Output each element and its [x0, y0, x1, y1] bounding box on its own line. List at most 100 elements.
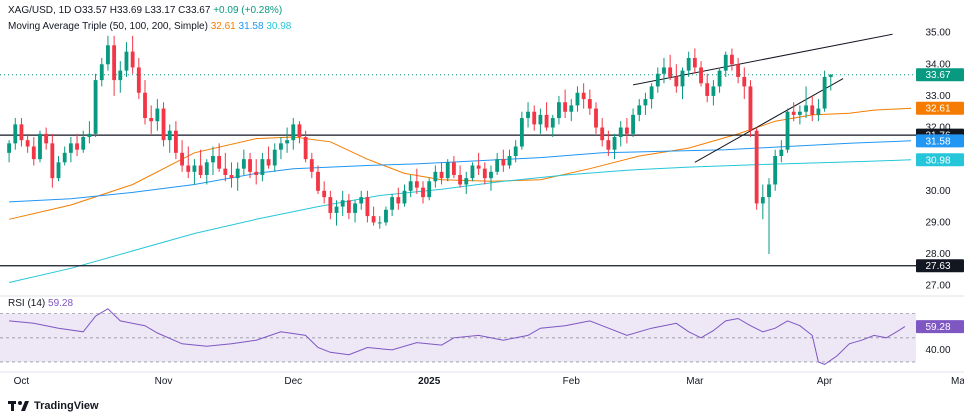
open-value: 33.57	[81, 5, 107, 16]
price-tick-label: 29.00	[925, 217, 950, 228]
candle-body	[828, 74, 833, 77]
price-axis[interactable]: 27.00 28.00 29.00 30.00 32.00 33.00 34.00 35.00…	[916, 28, 964, 356]
candle-body	[550, 118, 555, 128]
symbol-legend: XAG/USD, 1D O33.57 H33.69 L33.17 C33.67 …	[8, 5, 283, 16]
trendline-0	[632, 33, 893, 86]
candle-body	[730, 54, 734, 65]
candle-body	[773, 156, 778, 185]
candle-body	[396, 197, 401, 204]
symbol[interactable]: XAG/USD	[8, 5, 54, 16]
candle-body	[38, 133, 42, 160]
candle-body	[223, 168, 228, 175]
candle-body	[118, 70, 123, 81]
candle-body	[791, 111, 796, 115]
ma-legend[interactable]: Moving Average Triple (50, 100, 200, Sim…	[8, 21, 291, 32]
candle-body	[31, 146, 36, 160]
candle-body	[359, 197, 364, 204]
candle-body	[93, 80, 98, 134]
candle-body	[532, 111, 537, 125]
candle-body	[822, 76, 827, 109]
candle-body	[353, 203, 357, 213]
candle-body	[519, 118, 524, 147]
candle-body	[557, 102, 561, 119]
candle-body	[797, 111, 802, 115]
trendline-1	[694, 78, 844, 163]
candle-body	[439, 171, 444, 179]
price-tag	[916, 101, 964, 115]
candle-body	[742, 76, 747, 87]
candle-body	[421, 187, 425, 198]
candle-body	[211, 156, 215, 163]
candle-body	[495, 159, 500, 172]
candle-body	[779, 149, 784, 156]
candle-body	[427, 181, 432, 198]
candle-body	[804, 105, 808, 112]
candle-body	[297, 124, 302, 138]
rsi-legend[interactable]: RSI (14) 59.28	[8, 298, 73, 309]
change-value: +0.09 (+0.28%)	[213, 5, 283, 16]
candle-body	[248, 159, 252, 172]
candle-body	[445, 162, 450, 179]
candle-body	[161, 108, 166, 141]
price-tick-label: 27.00	[925, 281, 950, 292]
candle-body	[507, 156, 512, 166]
candle-body	[711, 86, 716, 96]
ma100-value: 31.58	[238, 21, 264, 32]
candle-body	[662, 67, 666, 74]
candle-body	[167, 130, 172, 141]
candle-body	[587, 99, 592, 109]
candle-body	[279, 143, 283, 150]
candle-body	[458, 174, 463, 185]
candle-body	[180, 152, 184, 166]
candle-body	[44, 133, 49, 144]
candle-body	[655, 73, 660, 87]
candle-body	[371, 216, 376, 223]
price-tag-label: 32.61	[925, 104, 950, 115]
candle-body	[309, 159, 314, 172]
candle-body	[692, 57, 697, 68]
price-tick-label: 35.00	[925, 28, 950, 39]
candle-body	[260, 159, 265, 175]
low-value: 33.17	[150, 5, 176, 16]
candle-body	[414, 181, 419, 188]
price-tag	[916, 68, 964, 82]
candle-body	[62, 152, 67, 163]
candle-body	[155, 108, 160, 122]
time-axis[interactable]: Oct Nov Dec 2025 Feb Mar Apr May	[14, 376, 964, 387]
rsi-title: RSI (14)	[8, 298, 46, 309]
candle-body	[136, 67, 141, 93]
candle-body	[816, 108, 821, 115]
candle-body	[643, 99, 648, 106]
candle-body	[563, 102, 568, 112]
candle-body	[204, 162, 209, 175]
time-tick-label: Dec	[284, 376, 302, 387]
price-tick-label: 28.00	[925, 249, 950, 260]
candle-body	[606, 140, 611, 150]
candle-body	[112, 45, 117, 81]
candle-body	[489, 171, 493, 179]
brand-name: TradingView	[34, 400, 99, 412]
candle-body	[470, 165, 475, 179]
candle-body	[50, 143, 55, 179]
interval[interactable]: 1D	[58, 5, 72, 16]
candle-body	[612, 137, 617, 150]
candle-body	[322, 190, 327, 198]
tradingview-logo[interactable]: TradingView	[8, 400, 99, 412]
price-tick-label: 30.00	[925, 186, 950, 197]
time-tick-label: Feb	[563, 376, 581, 387]
candle-body	[81, 137, 86, 150]
candle-body	[674, 76, 679, 87]
candle-body	[291, 124, 296, 141]
candle-body	[637, 105, 642, 115]
candle-body	[699, 67, 703, 84]
candle-body	[705, 83, 710, 96]
candle-body	[717, 70, 722, 87]
candle-body	[581, 92, 586, 100]
candle-body	[723, 54, 728, 71]
candle-body	[25, 140, 30, 147]
candle-body	[241, 159, 246, 169]
candle-body	[143, 92, 147, 119]
rsi-tag	[916, 320, 964, 334]
candle-body	[266, 159, 271, 166]
